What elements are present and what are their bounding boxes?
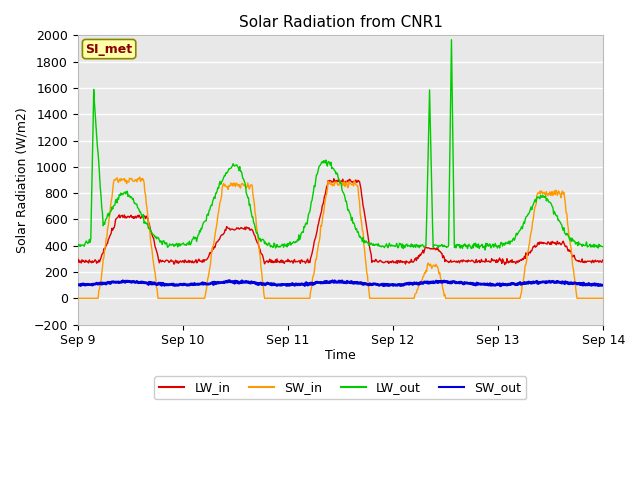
Line: LW_out: LW_out: [77, 40, 603, 250]
LW_in: [420, 250, 428, 256]
SW_in: [83, 295, 91, 301]
LW_in: [218, 232, 226, 238]
SW_in: [74, 295, 81, 301]
SW_in: [404, 295, 412, 301]
LW_in: [599, 257, 607, 263]
LW_in: [404, 259, 412, 265]
LW_in: [83, 259, 91, 265]
SW_out: [599, 282, 607, 288]
SW_in: [136, 174, 143, 180]
LW_out: [599, 244, 607, 250]
SW_out: [83, 282, 91, 288]
SW_out: [138, 279, 145, 285]
Title: Solar Radiation from CNR1: Solar Radiation from CNR1: [239, 15, 442, 30]
LW_in: [74, 259, 81, 265]
LW_out: [74, 242, 81, 248]
LW_out: [218, 178, 226, 184]
LW_out: [481, 247, 489, 253]
LW_out: [138, 211, 145, 217]
LW_out: [83, 240, 91, 245]
Line: SW_in: SW_in: [77, 177, 603, 298]
SW_out: [226, 278, 234, 284]
Text: SI_met: SI_met: [86, 43, 132, 56]
SW_in: [138, 177, 146, 183]
SW_in: [420, 273, 428, 279]
SW_in: [219, 182, 227, 188]
SW_out: [191, 280, 198, 286]
X-axis label: Time: Time: [325, 348, 356, 361]
Line: LW_in: LW_in: [77, 179, 603, 264]
SW_out: [404, 280, 412, 286]
LW_in: [138, 215, 145, 221]
LW_out: [191, 236, 198, 241]
Line: SW_out: SW_out: [77, 281, 603, 286]
LW_in: [501, 262, 509, 267]
LW_out: [404, 243, 412, 249]
SW_in: [599, 295, 607, 301]
SW_out: [420, 279, 428, 285]
LW_out: [447, 37, 455, 43]
SW_in: [191, 295, 199, 301]
SW_out: [74, 282, 81, 288]
SW_out: [218, 279, 226, 285]
LW_out: [419, 242, 427, 248]
LW_in: [330, 176, 338, 181]
Legend: LW_in, SW_in, LW_out, SW_out: LW_in, SW_in, LW_out, SW_out: [154, 376, 527, 399]
SW_out: [497, 283, 504, 288]
Y-axis label: Solar Radiation (W/m2): Solar Radiation (W/m2): [15, 107, 28, 253]
LW_in: [191, 259, 198, 264]
